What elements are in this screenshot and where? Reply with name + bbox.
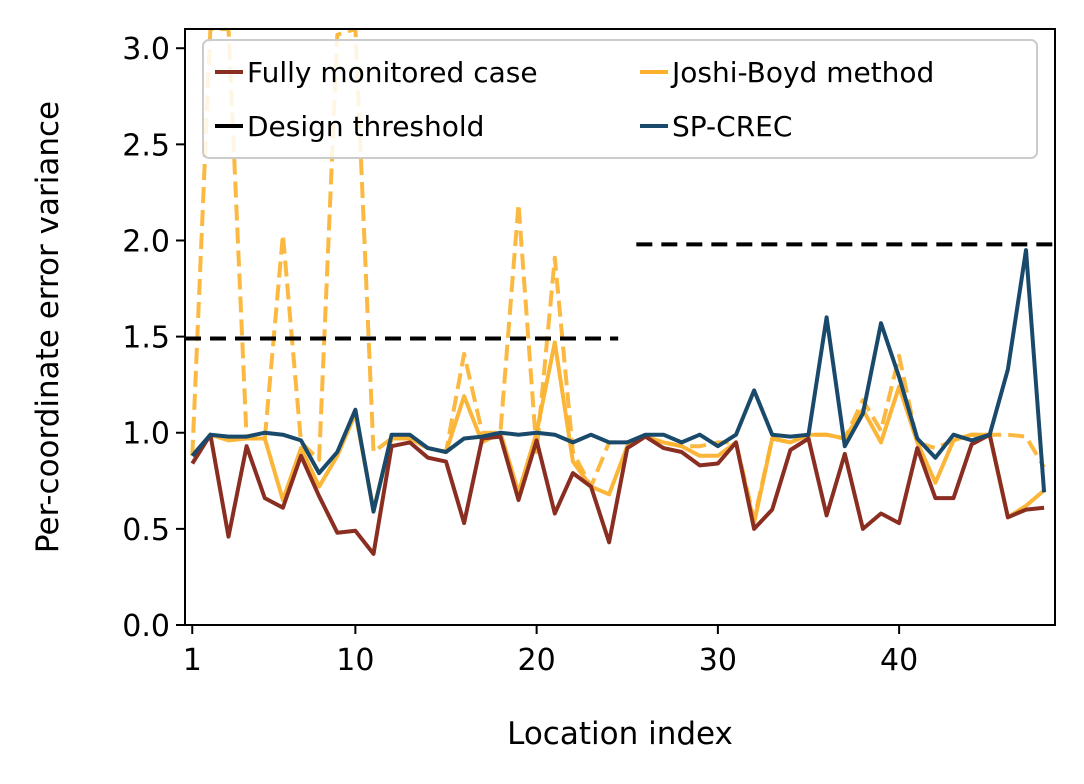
x-tick-label: 40 [880,643,918,678]
series-line-sp-crec [190,248,1047,514]
series-line-fully-monitored-case [190,432,1045,556]
x-tick-label: 30 [699,643,737,678]
y-tick-label: 2.0 [122,224,170,259]
y-tick-label: 1.0 [122,417,170,452]
y-axis: 0.0 0.5 1.0 1.5 2.0 2.5 3.0 [122,32,185,644]
x-tick-label: 10 [336,643,374,678]
series-line-joshi-boyd-method-solid [190,340,1046,526]
y-tick-label: 2.5 [122,128,170,163]
x-tick-label: 20 [518,643,556,678]
y-tick-label: 0.5 [122,513,170,548]
legend-frame [202,39,1038,159]
legend-label-design-threshold: Design threshold [247,110,484,143]
x-axis-label: Location index [507,716,733,752]
y-tick-label: 0.0 [122,609,170,644]
legend-label-sp-crec: SP-CREC [672,110,792,143]
x-axis: 1 10 20 30 40 [183,625,918,678]
threshold-layer [185,242,1055,341]
y-tick-label: 1.5 [122,321,170,356]
x-tick-label: 1 [183,643,202,678]
y-tick-label: 3.0 [122,32,170,67]
legend-label-fully-monitored: Fully monitored case [247,56,538,89]
legend-label-joshi-boyd: Joshi-Boyd method [670,56,934,89]
y-axis-label: Per-coordinate error variance [30,101,66,553]
plot-area-frame [184,28,1056,626]
legend: Fully monitored case Joshi-Boyd method D… [202,39,1038,159]
